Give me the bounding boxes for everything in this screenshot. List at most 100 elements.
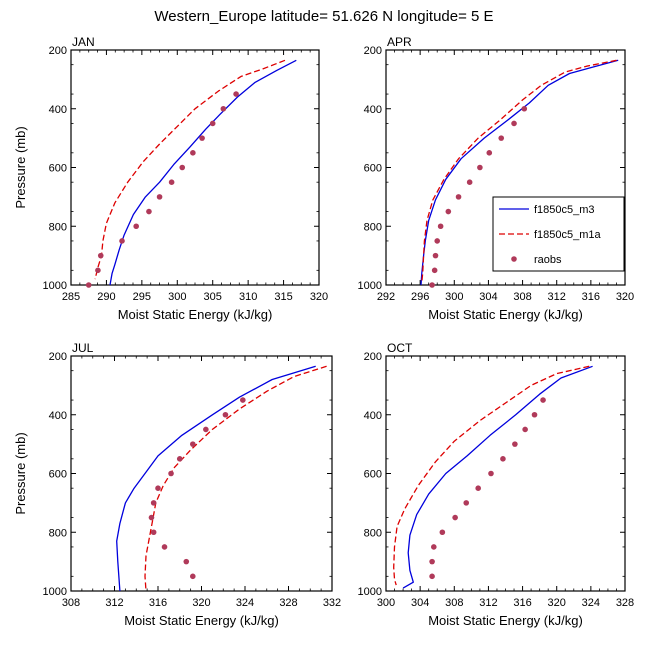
raobs-marker bbox=[439, 529, 446, 536]
x-tick-label: 304 bbox=[411, 597, 429, 609]
raobs-marker bbox=[190, 150, 196, 156]
x-tick-label: 316 bbox=[582, 291, 600, 303]
y-tick-label: 800 bbox=[49, 527, 67, 539]
raobs-marker bbox=[95, 267, 101, 274]
raobs-marker bbox=[488, 470, 494, 477]
y-tick-label: 1000 bbox=[358, 586, 382, 598]
y-tick-label: 1000 bbox=[43, 280, 67, 292]
x-axis-label: Moist Static Energy (kJ/kg) bbox=[124, 613, 279, 628]
panel-apr: 292 296 300 304 308 312 316 320 200 400 600 800 1000… bbox=[358, 35, 635, 322]
x-tick-label: 315 bbox=[274, 291, 292, 303]
raobs-marker bbox=[190, 441, 196, 447]
raobs-marker bbox=[466, 179, 473, 185]
x-tick-label: 310 bbox=[239, 291, 257, 303]
plot-frame bbox=[70, 355, 333, 592]
series-line-f1850c5_m3 bbox=[116, 365, 316, 592]
x-tick-label: 324 bbox=[582, 597, 600, 609]
raobs-marker bbox=[522, 426, 528, 433]
raobs-marker bbox=[500, 456, 506, 462]
y-tick-label: 200 bbox=[49, 45, 67, 57]
raobs-marker bbox=[156, 194, 163, 200]
x-axis-label: Moist Static Energy (kJ/kg) bbox=[428, 307, 583, 322]
y-tick-label: 600 bbox=[49, 469, 67, 481]
x-tick-label: 320 bbox=[616, 291, 634, 303]
raobs-marker bbox=[209, 120, 216, 127]
plot-frame bbox=[385, 355, 626, 592]
raobs-marker bbox=[233, 91, 239, 97]
raobs-marker bbox=[511, 120, 517, 127]
legend-label: f1850c5_m1a bbox=[534, 229, 602, 241]
raobs-marker bbox=[521, 105, 528, 112]
raobs-marker bbox=[85, 282, 92, 288]
x-tick-label: 304 bbox=[479, 291, 497, 303]
x-tick-label: 308 bbox=[445, 597, 463, 609]
y-axis-label: Pressure (mb) bbox=[13, 432, 28, 514]
x-tick-label: 295 bbox=[133, 291, 151, 303]
y-tick-label: 400 bbox=[49, 104, 67, 116]
raobs-marker bbox=[498, 135, 505, 141]
raobs-marker bbox=[168, 470, 174, 477]
series-line-f1850c5_m3 bbox=[109, 59, 297, 286]
raobs-marker bbox=[133, 223, 139, 230]
x-tick-label: 316 bbox=[513, 597, 531, 609]
raobs-marker bbox=[540, 397, 546, 403]
panels: 285 290 295 300 305 310 315 320 200 400 600 800 1000… bbox=[13, 35, 634, 628]
raobs-marker bbox=[150, 529, 157, 536]
raobs-marker bbox=[190, 573, 196, 580]
x-tick-label: 300 bbox=[168, 291, 186, 303]
x-tick-label: 320 bbox=[192, 597, 210, 609]
x-tick-label: 320 bbox=[548, 597, 566, 609]
raobs-marker bbox=[477, 164, 483, 171]
raobs-marker bbox=[445, 208, 452, 215]
y-tick-label: 800 bbox=[364, 221, 382, 233]
x-tick-label: 300 bbox=[377, 597, 395, 609]
figure-title: Western_Europe latitude= 51.626 N longit… bbox=[154, 8, 493, 25]
raobs-marker bbox=[434, 238, 441, 244]
raobs-marker bbox=[199, 135, 205, 141]
x-tick-label: 296 bbox=[411, 291, 429, 303]
y-tick-label: 200 bbox=[49, 351, 67, 363]
raobs-marker bbox=[475, 485, 481, 491]
x-tick-label: 328 bbox=[279, 597, 297, 609]
panel-jul: 308 312 316 320 324 328 332 200 400 600 800 1000 JUL… bbox=[13, 341, 341, 628]
panel-jan: 285 290 295 300 305 310 315 320 200 400 600 800 1000… bbox=[13, 35, 328, 322]
series-line-f1850c5_m1a bbox=[421, 59, 617, 283]
x-tick-label: 312 bbox=[105, 597, 123, 609]
y-tick-label: 800 bbox=[49, 221, 67, 233]
raobs-marker bbox=[168, 179, 175, 185]
raobs-marker bbox=[437, 223, 444, 230]
raobs-marker bbox=[179, 164, 186, 171]
raobs-marker bbox=[150, 500, 157, 506]
y-tick-label: 1000 bbox=[43, 586, 67, 598]
x-tick-label: 308 bbox=[513, 291, 531, 303]
x-tick-label: 328 bbox=[616, 597, 634, 609]
raobs-marker bbox=[176, 456, 183, 462]
y-tick-label: 200 bbox=[364, 45, 382, 57]
raobs-marker bbox=[148, 514, 155, 521]
x-tick-label: 324 bbox=[236, 597, 254, 609]
raobs-marker bbox=[203, 426, 209, 433]
x-tick-label: 332 bbox=[323, 597, 341, 609]
raobs-marker bbox=[146, 208, 152, 215]
panel-label: OCT bbox=[387, 341, 413, 355]
x-tick-label: 316 bbox=[149, 597, 167, 609]
raobs-marker bbox=[429, 282, 435, 288]
y-tick-label: 400 bbox=[49, 410, 67, 422]
y-tick-label: 400 bbox=[364, 104, 382, 116]
y-tick-label: 800 bbox=[364, 527, 382, 539]
y-tick-label: 1000 bbox=[358, 280, 382, 292]
legend-label: raobs bbox=[534, 254, 562, 266]
raobs-marker bbox=[432, 252, 439, 259]
raobs-marker bbox=[452, 514, 458, 521]
series-line-f1850c5_m1a bbox=[393, 365, 590, 586]
plot-frame bbox=[70, 49, 320, 286]
panel-oct: 300 304 308 312 316 320 324 328 200 400 600 800 1000… bbox=[358, 341, 635, 628]
panel-label: APR bbox=[387, 35, 412, 49]
x-tick-label: 305 bbox=[204, 291, 222, 303]
raobs-marker bbox=[512, 441, 518, 447]
y-tick-label: 600 bbox=[364, 469, 382, 481]
y-axis-label: Pressure (mb) bbox=[13, 126, 28, 208]
raobs-marker bbox=[222, 411, 229, 418]
series-line-f1850c5_m1a bbox=[94, 59, 286, 280]
raobs-marker bbox=[463, 500, 470, 506]
